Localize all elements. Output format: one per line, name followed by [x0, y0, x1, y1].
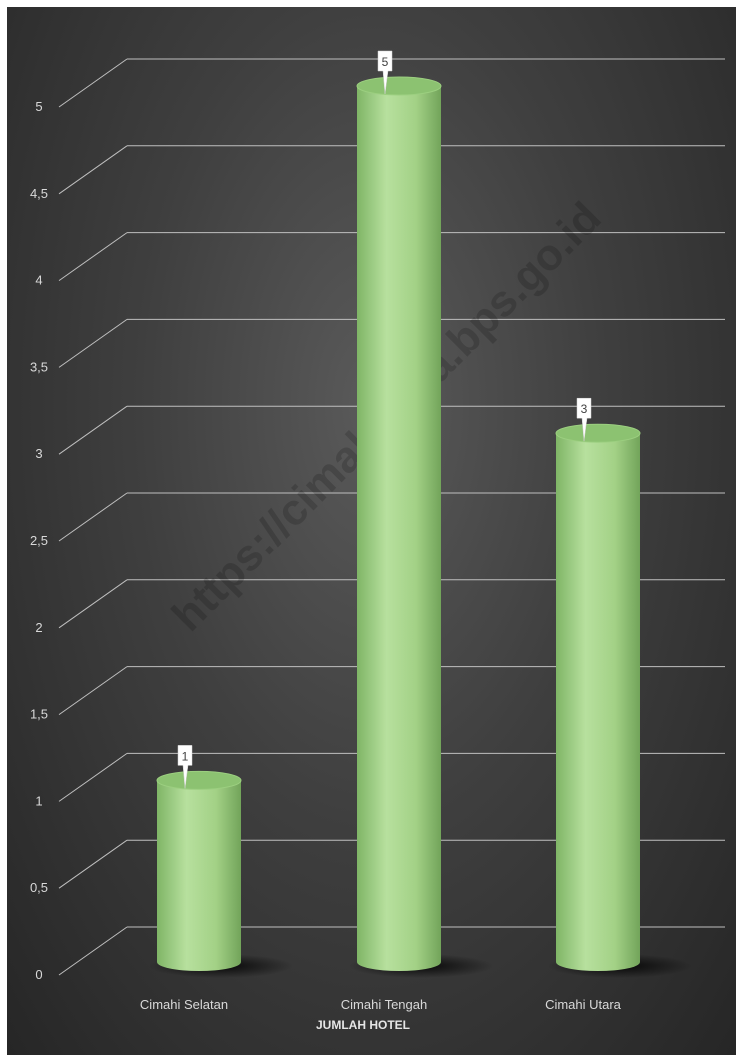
chart-plot: 00,511,522,533,544,55 https://cimahikota… — [30, 50, 725, 1032]
gridline-side — [58, 318, 128, 368]
bars: 1 5 3 — [149, 50, 692, 978]
x-category-label: Cimahi Tengah — [341, 997, 427, 1012]
data-label-callout — [177, 745, 193, 789]
gridline-side — [58, 58, 128, 108]
y-tick-label: 3 — [35, 446, 42, 461]
gridline-side — [58, 232, 128, 282]
x-axis-title: JUMLAH HOTEL — [316, 1018, 410, 1032]
y-tick-label: 3,5 — [30, 359, 48, 374]
x-axis-categories: Cimahi Selatan Cimahi Tengah Cimahi Utara — [140, 997, 622, 1012]
y-tick-label: 0,5 — [30, 880, 48, 895]
gridline-side — [58, 405, 128, 455]
bar — [157, 780, 241, 971]
gridline-side — [58, 145, 128, 195]
gridline-side — [58, 492, 128, 542]
gridline-side — [58, 839, 128, 889]
chart-area: 00,511,522,533,544,55 https://cimahikota… — [7, 7, 736, 1055]
data-label: 3 — [581, 402, 588, 416]
data-label: 5 — [382, 55, 389, 69]
y-tick-label: 2 — [35, 620, 42, 635]
y-tick-label: 1 — [35, 793, 42, 808]
y-tick-label: 4 — [35, 273, 42, 288]
data-label-callout — [576, 397, 592, 442]
gridline-side — [58, 752, 128, 802]
y-tick-label: 5 — [35, 99, 42, 114]
bar-top — [356, 76, 442, 96]
gridline-side — [58, 666, 128, 716]
bar — [556, 433, 640, 971]
y-tick-label: 2,5 — [30, 533, 48, 548]
x-category-label: Cimahi Selatan — [140, 997, 228, 1012]
y-tick-label: 0 — [35, 967, 42, 982]
x-category-label: Cimahi Utara — [545, 997, 622, 1012]
y-tick-label: 4,5 — [30, 186, 48, 201]
bar-top — [555, 423, 641, 443]
y-tick-label: 1,5 — [30, 707, 48, 722]
data-label: 1 — [182, 749, 189, 763]
y-axis-ticks: 0 0,5 1 1,5 2 2,5 3 3,5 4 4,5 5 — [30, 99, 48, 982]
bar — [357, 86, 441, 971]
bar-top — [156, 770, 242, 790]
gridline-side — [58, 579, 128, 629]
data-label-callout — [377, 50, 393, 95]
gridline-side — [58, 926, 128, 976]
